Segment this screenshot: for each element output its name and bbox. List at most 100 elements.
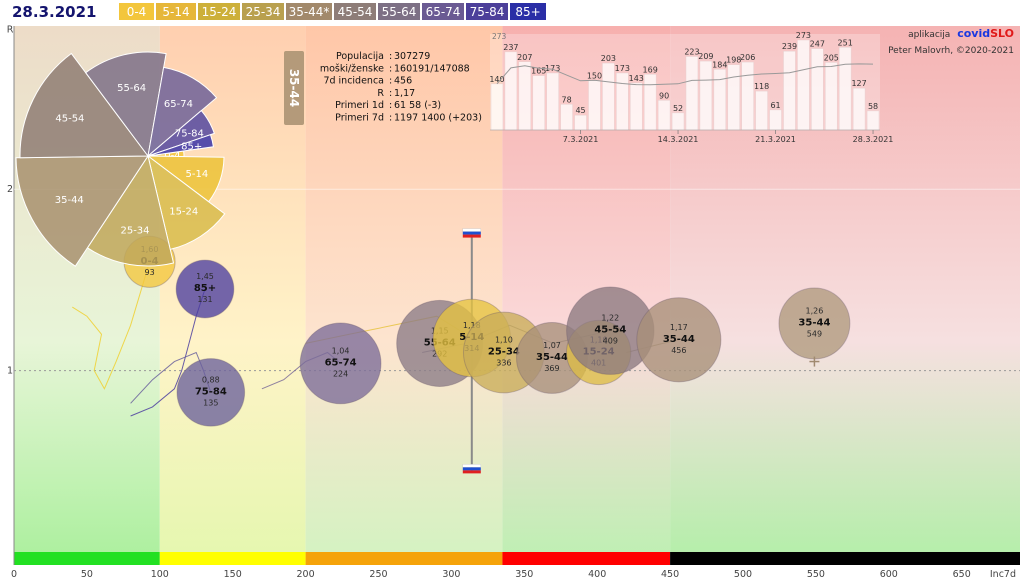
- mini-bar: [560, 104, 573, 131]
- age-button-75-84[interactable]: 75-84: [466, 3, 508, 20]
- credits: aplikacija covidSLO Peter Malovrh, ©2020…: [888, 27, 1014, 56]
- bubble-circle: [176, 358, 246, 427]
- x-tick-label: 500: [734, 569, 752, 580]
- credit-author: Peter Malovrh, ©2020-2021: [888, 46, 1014, 56]
- mini-bar: [825, 62, 838, 131]
- pie-slice-shape: [86, 154, 175, 267]
- mini-bar-value-label: 173: [615, 64, 630, 73]
- info-key: 7d incidenca: [323, 76, 384, 87]
- mini-bar-value-label: 150: [587, 72, 602, 81]
- axes: 0 50 100 150 200 250 300 350 400 450 500 550 600 650 I…: [7, 25, 1020, 580]
- mini-bar: [685, 56, 699, 131]
- age-button-bg: [378, 3, 420, 20]
- pie-slice-15-24: 15-24: [147, 154, 226, 251]
- flag-stripe-white: [462, 464, 481, 468]
- x-tick-label: 550: [807, 569, 825, 580]
- age-button-5-14[interactable]: 5-14: [156, 3, 196, 20]
- info-key: Primeri 1d: [335, 100, 384, 111]
- plus-marker-icon: [809, 356, 820, 367]
- mini-bar-ymax-label: 273: [492, 32, 507, 41]
- mini-bar-value-label: 143: [629, 74, 644, 83]
- bubble-r-label: 1,10: [495, 335, 513, 344]
- info-colon: :: [389, 76, 392, 87]
- info-colon: :: [389, 88, 392, 99]
- x-tick-label: 150: [224, 569, 242, 580]
- info-value: 160191/147088: [394, 63, 470, 74]
- age-button-label: 65-74: [426, 5, 461, 19]
- info-panel: 35-44 Populacija:307279moški/ženske:1601…: [284, 51, 482, 125]
- mini-bar: [727, 64, 740, 131]
- bubble-inc-label: 549: [807, 329, 822, 338]
- age-button-35-44-[interactable]: 35-44*: [286, 3, 332, 20]
- selected-group-tag-label: 35-44: [287, 69, 301, 107]
- pie-slice-65-74: 65-74: [147, 66, 218, 158]
- mini-bar: [546, 72, 559, 131]
- bubble-group-label: 25-34: [488, 346, 520, 357]
- selected-group-tag: [284, 51, 304, 125]
- credit-app-slo: SLO: [990, 27, 1014, 40]
- x-tick-label: 600: [880, 569, 898, 580]
- age-button-bg: [422, 3, 464, 20]
- mini-bar: [783, 50, 796, 131]
- daily-cases-bar-chart: 1402372071651737845150203173143169905222…: [489, 31, 893, 144]
- x-tick-label: 0: [11, 569, 17, 580]
- age-button-15-24[interactable]: 15-24: [198, 3, 240, 20]
- bubble-circle: [636, 297, 722, 383]
- x-tick-label: 50: [81, 569, 93, 580]
- mini-bar: [532, 75, 545, 131]
- bubble-r-label: 1,18: [463, 321, 481, 330]
- mini-bar-date-label: 21.3.2021: [755, 135, 796, 144]
- mini-bar-value-label: 58: [868, 102, 878, 111]
- mini-bar-value-label: 184: [712, 60, 727, 69]
- header-bar: 28.3.2021 0-4 5-14 15-24 25-34 35-44* 45-54 55…: [12, 3, 546, 21]
- bubble-inc-label: 224: [333, 369, 348, 378]
- info-key: Primeri 7d: [335, 113, 384, 124]
- mini-bar: [811, 48, 824, 131]
- mini-bar: [657, 100, 671, 131]
- bubble-circle: [175, 259, 235, 319]
- mini-bar: [671, 112, 685, 131]
- age-button-0-4[interactable]: 0-4: [119, 3, 154, 20]
- mini-bar-value-label: 239: [782, 42, 797, 51]
- bubble-group-label: 35-44: [536, 352, 568, 363]
- bubble-group-label: 85+: [194, 283, 216, 294]
- pie-slice-shape: [19, 52, 149, 159]
- age-button-55-64[interactable]: 55-64: [378, 3, 420, 20]
- risk-band-strip: [305, 552, 503, 565]
- bubble-series: 1,600-4931,4585+1310,8875-841351,0465-74…: [123, 235, 851, 427]
- age-button-85-[interactable]: 85+: [510, 3, 546, 20]
- mini-bar: [518, 61, 532, 131]
- age-button-label: 35-44*: [289, 5, 330, 19]
- bubble-r-label: 1,07: [543, 341, 561, 350]
- pie-slice-shape: [84, 51, 167, 158]
- age-button-25-34[interactable]: 25-34: [242, 3, 284, 20]
- age-button-bg: [466, 3, 508, 20]
- x-tick-label: 350: [515, 569, 533, 580]
- x-tick-label: 300: [442, 569, 460, 580]
- mini-bar-value-label: 206: [740, 53, 755, 62]
- age-button-65-74[interactable]: 65-74: [422, 3, 464, 20]
- mini-bar: [630, 82, 643, 131]
- age-button-bg: [198, 3, 240, 20]
- info-value: 456: [394, 76, 412, 87]
- info-colon: :: [389, 113, 392, 124]
- age-pie-chart: 0-45-1415-2425-3435-4445-5455-6465-7475-…: [15, 51, 226, 267]
- mini-bar-value-label: 165: [531, 67, 546, 76]
- bubble-group-label: 75-84: [195, 386, 227, 397]
- bubble-r-label: 1,22: [601, 314, 619, 323]
- x-tick-label: 250: [369, 569, 387, 580]
- mini-bar-value-label: 205: [824, 53, 839, 62]
- info-value: 61 58 (-3): [394, 100, 441, 111]
- mini-bar: [866, 110, 880, 131]
- date-label: 28.3.2021: [12, 3, 96, 21]
- bubble-group-label: 35-44: [663, 334, 695, 345]
- risk-band-strip: [502, 552, 671, 565]
- credit-app-prefix: aplikacija: [908, 30, 950, 40]
- mini-bar: [588, 80, 601, 131]
- age-button-45-54[interactable]: 45-54: [334, 3, 376, 20]
- pie-slice-label: 15-24: [169, 207, 198, 218]
- mini-bar-value-label: 61: [770, 101, 780, 110]
- pie-slice-35-44: 35-44: [15, 155, 149, 267]
